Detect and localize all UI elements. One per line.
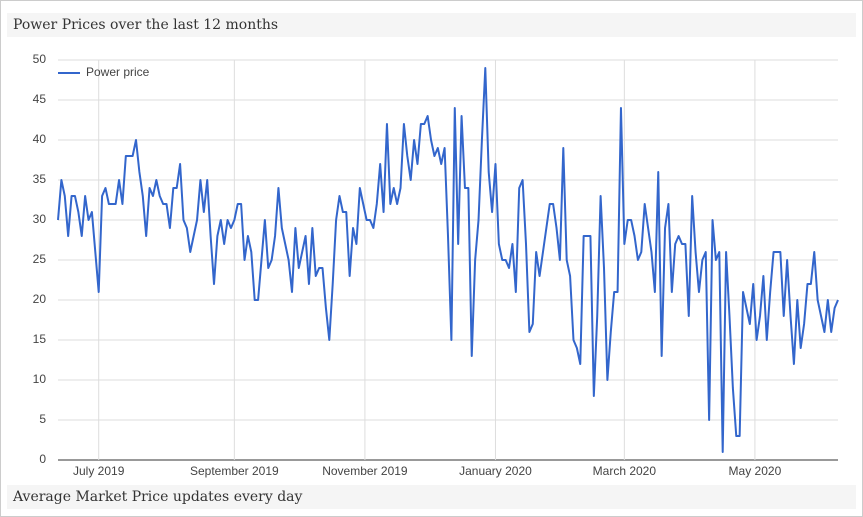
x-tick-label: July 2019 [73,464,125,478]
y-tick-label: 45 [33,92,47,106]
chart-title: Power Prices over the last 12 months [7,13,856,37]
y-tick-label: 35 [33,172,47,186]
y-tick-label: 40 [33,132,47,146]
x-tick-label: November 2019 [322,464,408,478]
x-tick-label: March 2020 [593,464,657,478]
x-tick-label: January 2020 [459,464,532,478]
x-tick-label: September 2019 [190,464,279,478]
y-tick-label: 30 [33,212,47,226]
y-tick-label: 0 [39,452,46,466]
x-tick-label: May 2020 [729,464,782,478]
caption: Average Market Price updates every day [7,485,856,509]
y-tick-label: 50 [33,52,47,66]
y-tick-label: 10 [33,372,47,386]
y-tick-label: 5 [39,412,46,426]
y-tick-label: 25 [33,252,47,266]
y-tick-label: 20 [33,292,47,306]
y-tick-label: 15 [33,332,47,346]
line [57,67,839,453]
legend-label: Power price [86,65,150,79]
